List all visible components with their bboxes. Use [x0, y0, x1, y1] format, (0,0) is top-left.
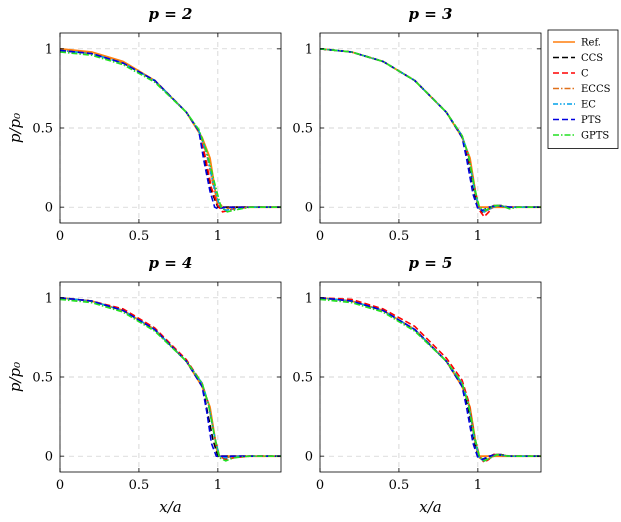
series-line-ccs: [320, 48, 541, 213]
legend-box: [547, 29, 619, 149]
x-tick-label: 0: [316, 478, 324, 493]
series-line-eccs: [320, 48, 541, 213]
y-tick-label: 0.5: [32, 371, 53, 386]
series-line-eccs: [60, 297, 281, 459]
y-tick-label: 1: [305, 291, 313, 306]
y-tick-label: 0.5: [292, 122, 313, 137]
series-line-pts: [60, 49, 281, 210]
x-axis-label: x/a: [419, 498, 441, 516]
series-group: [320, 47, 541, 218]
x-tick-label: 0.5: [389, 229, 410, 244]
series-line-pts: [60, 297, 281, 458]
x-tick-label: 0.5: [129, 229, 150, 244]
series-group: [60, 47, 281, 213]
x-tick-label: 1: [214, 229, 222, 244]
series-line-gpts: [60, 51, 281, 213]
series-line-gpts: [60, 298, 281, 462]
series-line-gpts: [320, 298, 541, 462]
series-line-eccs: [320, 297, 541, 462]
y-axis-label: p/p₀: [6, 362, 24, 392]
x-tick-label: 0: [56, 478, 64, 493]
y-tick-label: 1: [45, 42, 53, 57]
legend-label-ec: EC: [581, 100, 596, 111]
series-line-c: [60, 297, 281, 461]
y-tick-label: 1: [305, 42, 313, 57]
y-tick-label: 0.5: [32, 122, 53, 137]
legend-label-pts: PTS: [581, 115, 601, 126]
y-tick-label: 0: [45, 201, 53, 216]
legend: Ref. CCS C ECCS EC PTS GPTS: [547, 29, 619, 149]
x-tick-label: 1: [474, 229, 482, 244]
x-tick-label: 1: [474, 478, 482, 493]
x-tick-label: 0: [56, 229, 64, 244]
series-line-ec: [320, 48, 541, 213]
legend-label-c: C: [581, 69, 589, 80]
y-tick-label: 0: [305, 450, 313, 465]
y-tick-label: 0: [305, 201, 313, 216]
chart-panel-4: 0 0.5 1 0 0.5 1 p = 5 x/a: [292, 254, 542, 516]
x-tick-label: 0.5: [129, 478, 150, 493]
chart-panels: 0 0.5 100.51p = 2p/p₀0 0.5 100.51p = 30 0.5 10…: [6, 5, 542, 516]
series-line-ec: [320, 297, 541, 462]
panel-title: p = 4: [149, 254, 193, 272]
series-line-ccs: [320, 297, 541, 461]
series-line-c: [60, 49, 281, 213]
series-line-c: [320, 297, 541, 464]
series-line-pts: [320, 297, 541, 461]
panel-title: p = 2: [149, 5, 193, 23]
chart-panel-3: 0 0.5 1 0 0.5 1 p = 4 p/p₀ x/a: [6, 254, 282, 516]
panel-title: p = 3: [409, 5, 453, 23]
legend-label-eccs: ECCS: [581, 84, 611, 95]
series-line-ec: [60, 49, 281, 212]
series-line-pts: [320, 48, 541, 212]
legend-label-gpts: GPTS: [581, 131, 609, 142]
y-axis-label: p/p₀: [6, 113, 24, 143]
y-tick-label: 1: [45, 291, 53, 306]
chart-panel-1: 0 0.5 1 0 0.5 1 p = 2 p/p₀: [6, 5, 282, 244]
series-group: [60, 296, 281, 462]
series-line-ec: [60, 297, 281, 459]
x-tick-label: 0.5: [389, 478, 410, 493]
series-line-eccs: [60, 49, 281, 210]
legend-label-ccs: CCS: [581, 53, 603, 64]
panel-title: p = 5: [409, 254, 453, 272]
x-axis-label: x/a: [159, 498, 181, 516]
series-line-ccs: [60, 49, 281, 208]
series-line-c: [320, 48, 541, 218]
series-line-gpts: [320, 48, 541, 212]
x-tick-label: 0: [316, 229, 324, 244]
chart-panel-2: 0 0.5 1 0 0.5 1 p = 3: [292, 5, 542, 244]
legend-label-ref: Ref.: [581, 38, 601, 49]
y-tick-label: 0.5: [292, 371, 313, 386]
x-tick-label: 1: [214, 478, 222, 493]
y-tick-label: 0: [45, 450, 53, 465]
series-group: [320, 296, 541, 464]
